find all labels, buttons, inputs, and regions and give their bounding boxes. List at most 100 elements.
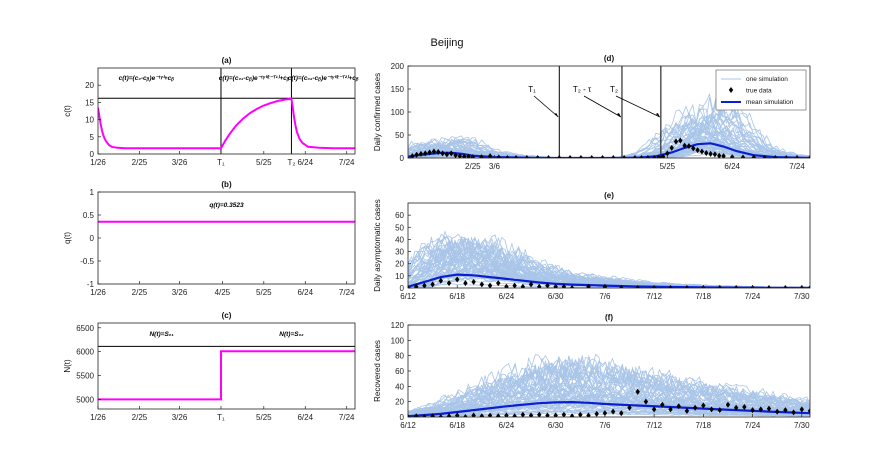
series-line-a — [98, 97, 355, 150]
x-tick-label: T₂ — [287, 158, 295, 167]
chart-panel-a: 0 5 10 15 20 1/26 2/25 3/26 T₁ 5/25 T₂ 6/24 7/24 c(t)… — [63, 56, 359, 167]
true-data-point — [717, 407, 722, 414]
true-data-point — [656, 154, 661, 158]
true-data-point — [567, 155, 573, 158]
y-tick-label: 0 — [90, 150, 95, 159]
true-data-point — [799, 406, 804, 413]
simulation-line — [408, 140, 810, 158]
true-data-point — [414, 151, 419, 158]
true-data-point — [487, 282, 493, 288]
true-data-point — [709, 406, 714, 413]
y-tick-label: 150 — [391, 85, 405, 94]
true-data-point — [422, 282, 427, 288]
true-data-point — [699, 148, 705, 155]
x-tick-label: 6/12 — [400, 421, 416, 430]
x-tick-label: 7/24 — [745, 421, 761, 430]
x-tick-label: 3/6 — [489, 162, 501, 171]
true-data-point — [414, 413, 419, 417]
true-data-point — [673, 138, 679, 145]
true-data-point — [695, 147, 700, 154]
x-tick-label: 4/25 — [215, 288, 231, 297]
simulation-line — [408, 356, 810, 416]
x-tick-label: 3/26 — [172, 413, 188, 422]
true-data-point — [414, 283, 419, 288]
true-data-point — [668, 406, 673, 413]
true-data-point — [546, 155, 551, 158]
y-axis-label: Daily asymptomatic cases — [373, 199, 382, 291]
true-data-point — [621, 155, 627, 158]
true-data-point — [463, 414, 468, 417]
simulation-line — [408, 355, 810, 416]
x-tick-label: 3/26 — [172, 158, 188, 167]
true-data-point — [569, 413, 575, 417]
y-tick-label: 0 — [90, 234, 95, 243]
true-data-point — [619, 285, 624, 288]
arrow-head — [616, 113, 621, 117]
true-data-point — [762, 155, 767, 158]
series-line-c — [98, 350, 355, 401]
simulation-line — [408, 94, 810, 158]
true-data-point — [408, 414, 411, 417]
true-data-point — [422, 414, 427, 417]
true-data-point — [496, 154, 501, 158]
true-data-point — [774, 408, 780, 415]
true-data-point — [520, 283, 526, 288]
y-axis-label: Daily confirmed cases — [373, 73, 382, 151]
y-tick-label: 60 — [395, 211, 404, 220]
vline-label-arrow — [583, 95, 622, 118]
true-data-point — [537, 283, 542, 288]
true-data-point — [669, 144, 674, 151]
true-data-point — [600, 155, 605, 158]
true-data-point — [686, 143, 692, 150]
true-data-point — [733, 285, 739, 288]
y-axis-label: Recovered cases — [373, 340, 382, 402]
simulation-line — [408, 118, 810, 158]
x-tick-label: 6/18 — [449, 421, 465, 430]
x-tick-label: 7/24 — [745, 292, 761, 301]
simulation-line — [408, 243, 810, 288]
vline-label: T₁ — [528, 85, 536, 94]
simulation-line — [408, 112, 810, 158]
true-data-point — [619, 410, 624, 417]
x-tick-label: 7/30 — [794, 292, 810, 301]
true-data-point — [457, 153, 463, 158]
true-data-point — [545, 282, 550, 288]
y-tick-label: -0.5 — [80, 257, 94, 266]
true-data-point — [520, 411, 526, 417]
simulation-line — [408, 102, 810, 158]
chart-panel-b: -1 -0.5 0 0.5 1 1/26 2/25 3/26 4/25 5/25 6/24 7/24 q… — [63, 180, 356, 297]
y-tick-label: 0 — [400, 284, 405, 293]
x-tick-label: 3/26 — [172, 288, 188, 297]
true-data-point — [676, 403, 681, 410]
y-tick-label: 100 — [391, 108, 405, 117]
formula-annotation: c(t)=(c₀₁-cᵦ)e⁻ᵗᵞⁱ⁽ᵗ⁻ᵀ¹⁾+cᵦ — [219, 74, 290, 82]
true-data-point — [438, 277, 444, 284]
true-data-point — [496, 413, 501, 417]
simulation-line — [408, 127, 810, 158]
x-tick-label: 7/24 — [339, 413, 355, 422]
simulation-line — [408, 131, 810, 158]
true-data-point — [783, 407, 788, 414]
x-tick-label: 7/24 — [339, 158, 355, 167]
x-tick-label: 5/25 — [256, 288, 272, 297]
true-data-point — [436, 149, 441, 156]
y-tick-label: 20 — [85, 81, 94, 90]
true-data-point — [430, 413, 435, 417]
true-data-point — [537, 411, 542, 417]
true-data-point — [578, 155, 584, 158]
true-data-point — [440, 150, 445, 157]
panel-label: (c) — [222, 311, 232, 320]
chart-panel-c: 5000 5500 6000 6500 1/26 2/25 3/26 T₁ 5/25 6/24 7/… — [63, 311, 356, 422]
chart-panel-e: 0 10 20 30 40 50 60 6/12 6/18 6/24 6/30 7/6 7/12 7/18… — [373, 191, 811, 301]
true-data-point — [512, 413, 517, 417]
true-data-point — [444, 151, 450, 158]
y-axis-label: c(t) — [63, 105, 72, 117]
formula-annotation: N(t)=S₀₁ — [149, 331, 173, 338]
true-data-point — [740, 154, 746, 158]
x-tick-label: 1/26 — [90, 158, 106, 167]
x-tick-label: T₁ — [217, 158, 225, 167]
x-tick-label: 6/24 — [297, 288, 313, 297]
true-data-point — [431, 148, 437, 155]
panel-label: (d) — [604, 54, 615, 63]
